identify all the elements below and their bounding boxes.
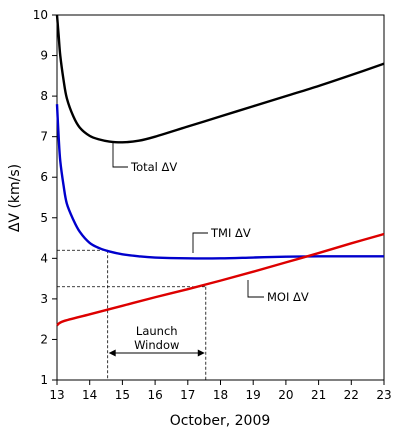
y-tick-label-4: 4	[40, 251, 48, 265]
launch-window-label-line-2: Window	[134, 338, 179, 352]
annotation-label-total-v: Total ΔV	[130, 160, 177, 174]
annotation-label-tmi-v: TMI ΔV	[210, 226, 251, 240]
y-axis-title: ΔV (km/s)	[7, 164, 23, 232]
y-tick-label-10: 10	[33, 8, 48, 22]
x-tick-label-20: 20	[278, 388, 293, 402]
annotation-leader-tmi-v	[192, 232, 208, 253]
x-tick-label-19: 19	[246, 388, 261, 402]
x-tick-label-18: 18	[213, 388, 228, 402]
y-tick-label-2: 2	[40, 332, 48, 346]
x-tick-label-22: 22	[344, 388, 359, 402]
launch-window-arrowhead-left	[108, 349, 116, 357]
launch-window-label-line-1: Launch	[136, 324, 178, 338]
annotation-label-moi-v: MOI ΔV	[267, 290, 309, 304]
y-tick-label-7: 7	[40, 130, 48, 144]
series-line-tmi-v	[55, 104, 384, 260]
y-tick-label-1: 1	[40, 373, 48, 387]
series-line-total-v	[55, 14, 385, 144]
launch-window-arrowhead-right	[197, 349, 205, 357]
y-tick-label-6: 6	[40, 170, 48, 184]
x-tick-label-16: 16	[147, 388, 162, 402]
x-axis-title: October, 2009	[170, 413, 271, 429]
y-tick-label-8: 8	[40, 89, 48, 103]
x-tick-label-17: 17	[180, 388, 195, 402]
series-line-moi-v	[56, 232, 385, 327]
annotation-leader-total-v	[112, 142, 128, 168]
plot-frame	[56, 14, 385, 381]
x-tick-label-13: 13	[49, 388, 64, 402]
y-tick-label-9: 9	[40, 49, 48, 63]
plot-area	[56, 14, 385, 381]
series-lines	[55, 14, 385, 327]
x-tick-label-21: 21	[311, 388, 326, 402]
annotation-leader-moi-v	[247, 280, 264, 298]
x-tick-label-14: 14	[82, 388, 97, 402]
x-tick-label-23: 23	[376, 388, 391, 402]
x-tick-label-15: 15	[115, 388, 130, 402]
y-tick-label-5: 5	[40, 211, 48, 225]
y-tick-label-3: 3	[40, 292, 48, 306]
reference-lines	[57, 249, 207, 380]
